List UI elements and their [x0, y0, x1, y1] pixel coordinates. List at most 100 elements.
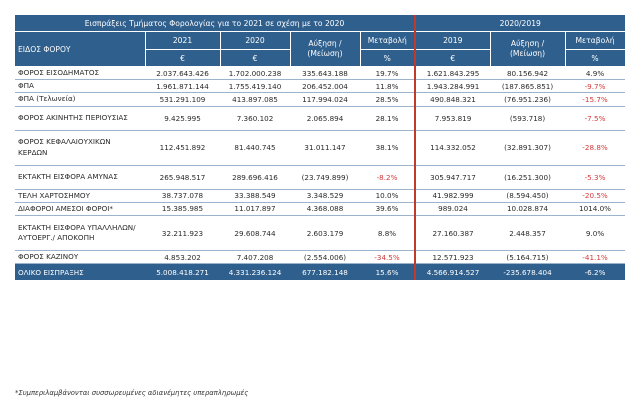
- pct-2021-2020-cell: 38.1%: [360, 130, 416, 166]
- change-2021-2020-cell: (23.749.899): [290, 165, 360, 190]
- header-2021: 2021: [145, 31, 221, 50]
- value-2021-cell: 32.211.923: [145, 215, 220, 252]
- total-2019: 4.566.914.527: [414, 263, 491, 281]
- header-change-1: Αύξηση / (Μείωση): [290, 31, 361, 67]
- pct-2021-2020-cell: 39.6%: [360, 202, 416, 217]
- tax-revenue-table: Εισπράξεις Τμήματος Φορολογίας για το 20…: [15, 15, 626, 281]
- change-2020-2019-cell: (5.164.715): [490, 250, 566, 265]
- change-2021-2020-cell: 206.452.004: [290, 79, 360, 94]
- header-row-columns: ΕΙΔΟΣ ΦΟΡΟΥ 2021 2020 Αύξηση / (Μείωση) …: [15, 31, 626, 67]
- pct-2021-2020-cell: 11.8%: [360, 79, 416, 94]
- unit-pct-1: %: [360, 49, 416, 67]
- tax-type-cell: ΦΟΡΟΣ ΚΑΖΙΝΟΥ: [15, 250, 145, 265]
- change-2020-2019-cell: (76.951.236): [490, 92, 566, 107]
- header-group-right: 2020/2019: [414, 15, 626, 32]
- tax-type-cell: ΦΠΑ: [15, 79, 145, 94]
- tax-type-cell: ΕΚΤΑΚΤΗ ΕΙΣΦΟΡΑ ΑΜΥΝΑΣ: [15, 165, 145, 190]
- total-pct-2: -6.2%: [565, 263, 626, 281]
- value-2019-cell: 12.571.923: [414, 250, 491, 265]
- change-2020-2019-cell: 10.028.874: [490, 202, 566, 217]
- value-2020-cell: 1.702.000.238: [220, 66, 290, 81]
- tax-type-cell: ΦΟΡΟΣ ΑΚΙΝΗΤΗΣ ΠΕΡΙΟΥΣΙΑΣ: [15, 106, 145, 131]
- header-group-left: Εισπράξεις Τμήματος Φορολογίας για το 20…: [15, 15, 416, 32]
- unit-2020: €: [220, 49, 291, 67]
- value-2021-cell: 15.385.985: [145, 202, 220, 217]
- tax-type-cell: ΤΕΛΗ ΧΑΡΤΟΣΗΜΟΥ: [15, 189, 145, 203]
- change-2021-2020-cell: 117.994.024: [290, 92, 360, 107]
- pct-2020-2019-cell: 1014.0%: [565, 202, 626, 217]
- tax-type-cell: ΔΙΑΦΟΡΟΙ ΑΜΕΣΟΙ ΦΟΡΟΙ*: [15, 202, 145, 217]
- value-2019-cell: 490.848.321: [414, 92, 491, 107]
- pct-2020-2019-cell: -28.8%: [565, 130, 626, 166]
- value-2020-cell: 413.897.085: [220, 92, 290, 107]
- table-row: ΦΟΡΟΣ ΚΑΖΙΝΟΥ 4.853.202 7.407.208 (2.554.00…: [15, 250, 626, 265]
- header-row-units: € € % € %: [15, 49, 626, 67]
- value-2021-cell: 112.451.892: [145, 130, 220, 166]
- total-label: ΟΛΙΚΟ ΕΙΣΠΡΑΞΗΣ: [15, 263, 145, 281]
- change-2021-2020-cell: 335.643.188: [290, 66, 360, 81]
- total-change-2: -235.678.404: [490, 263, 566, 281]
- header-2020: 2020: [220, 31, 291, 50]
- table-row: ΦΟΡΟΣ ΑΚΙΝΗΤΗΣ ΠΕΡΙΟΥΣΙΑΣ 9.425.995 7.360.…: [15, 106, 626, 131]
- table-row: ΕΚΤΑΚΤΗ ΕΙΣΦΟΡΑ ΑΜΥΝΑΣ 265.948.517 289.696…: [15, 165, 626, 190]
- table-row: ΔΙΑΦΟΡΟΙ ΑΜΕΣΟΙ ΦΟΡΟΙ* 15.385.985 11.017.8…: [15, 202, 626, 217]
- pct-2020-2019-cell: -15.7%: [565, 92, 626, 107]
- value-2020-cell: 29.608.744: [220, 215, 290, 252]
- table-row: ΦΟΡΟΣ ΚΕΦΑΛΑΙΟΥΧΙΚΩΝ ΚΕΡΔΩΝ 112.451.892 81…: [15, 130, 626, 166]
- unit-2019: €: [414, 49, 491, 67]
- value-2019-cell: 41.982.999: [414, 189, 491, 203]
- header-pct-2: Μεταβολή: [565, 31, 626, 50]
- table-row: ΕΚΤΑΚΤΗ ΕΙΣΦΟΡΑ ΥΠΑΛΛΗΛΩΝ/ ΑΥΤΟΕΡΓ./ ΑΠΟ…: [15, 215, 626, 252]
- unit-2021: €: [145, 49, 221, 67]
- pct-2021-2020-cell: -34.5%: [360, 250, 416, 265]
- tax-type-cell: ΕΚΤΑΚΤΗ ΕΙΣΦΟΡΑ ΥΠΑΛΛΗΛΩΝ/ ΑΥΤΟΕΡΓ./ ΑΠΟ…: [15, 215, 145, 252]
- table-row: ΦΠΑ (Τελωνεία) 531.291.109 413.897.085 117.…: [15, 92, 626, 107]
- pct-2021-2020-cell: 28.1%: [360, 106, 416, 131]
- header-change-2: Αύξηση / (Μείωση): [490, 31, 566, 67]
- table-row: ΤΕΛΗ ΧΑΡΤΟΣΗΜΟΥ 38.737.078 33.388.549 3.348…: [15, 189, 626, 203]
- value-2021-cell: 38.737.078: [145, 189, 220, 203]
- change-2020-2019-cell: (187.865.851): [490, 79, 566, 94]
- total-2020: 4.331.236.124: [220, 263, 290, 281]
- footnote: *Συμπεριλαμβάνονται συσσωρευμένες αδιανέ…: [15, 389, 249, 397]
- value-2019-cell: 114.332.052: [414, 130, 491, 166]
- change-2020-2019-cell: (8.594.450): [490, 189, 566, 203]
- value-2021-cell: 531.291.109: [145, 92, 220, 107]
- change-2021-2020-cell: 3.348.529: [290, 189, 360, 203]
- header-tax-type: ΕΙΔΟΣ ΦΟΡΟΥ: [15, 31, 146, 67]
- tax-type-cell: ΦΟΡΟΣ ΕΙΣΟΔΗΜΑΤΟΣ: [15, 66, 145, 81]
- unit-pct-2: %: [565, 49, 626, 67]
- pct-2021-2020-cell: 8.8%: [360, 215, 416, 252]
- value-2020-cell: 33.388.549: [220, 189, 290, 203]
- value-2021-cell: 1.961.871.144: [145, 79, 220, 94]
- value-2021-cell: 265.948.517: [145, 165, 220, 190]
- value-2021-cell: 9.425.995: [145, 106, 220, 131]
- change-2020-2019-cell: (593.718): [490, 106, 566, 131]
- value-2019-cell: 1.621.843.295: [414, 66, 491, 81]
- tax-type-cell: ΦΠΑ (Τελωνεία): [15, 92, 145, 107]
- value-2020-cell: 11.017.897: [220, 202, 290, 217]
- total-change-1: 677.182.148: [290, 263, 360, 281]
- pct-2021-2020-cell: 10.0%: [360, 189, 416, 203]
- change-2021-2020-cell: 2.603.179: [290, 215, 360, 252]
- total-pct-1: 15.6%: [360, 263, 416, 281]
- pct-2020-2019-cell: -20.5%: [565, 189, 626, 203]
- value-2019-cell: 305.947.717: [414, 165, 491, 190]
- value-2021-cell: 4.853.202: [145, 250, 220, 265]
- pct-2020-2019-cell: -7.5%: [565, 106, 626, 131]
- value-2020-cell: 1.755.419.140: [220, 79, 290, 94]
- header-2019: 2019: [414, 31, 491, 50]
- change-2021-2020-cell: 4.368.088: [290, 202, 360, 217]
- pct-2020-2019-cell: -5.3%: [565, 165, 626, 190]
- table-row: ΦΟΡΟΣ ΕΙΣΟΔΗΜΑΤΟΣ 2.037.643.426 1.702.000.…: [15, 66, 626, 81]
- table-row: ΦΠΑ 1.961.871.144 1.755.419.140 206.452.004…: [15, 79, 626, 94]
- total-2021: 5.008.418.271: [145, 263, 220, 281]
- pct-2021-2020-cell: 28.5%: [360, 92, 416, 107]
- value-2021-cell: 2.037.643.426: [145, 66, 220, 81]
- value-2020-cell: 81.440.745: [220, 130, 290, 166]
- pct-2021-2020-cell: -8.2%: [360, 165, 416, 190]
- change-2020-2019-cell: (32.891.307): [490, 130, 566, 166]
- value-2019-cell: 7.953.819: [414, 106, 491, 131]
- pct-2020-2019-cell: -9.7%: [565, 79, 626, 94]
